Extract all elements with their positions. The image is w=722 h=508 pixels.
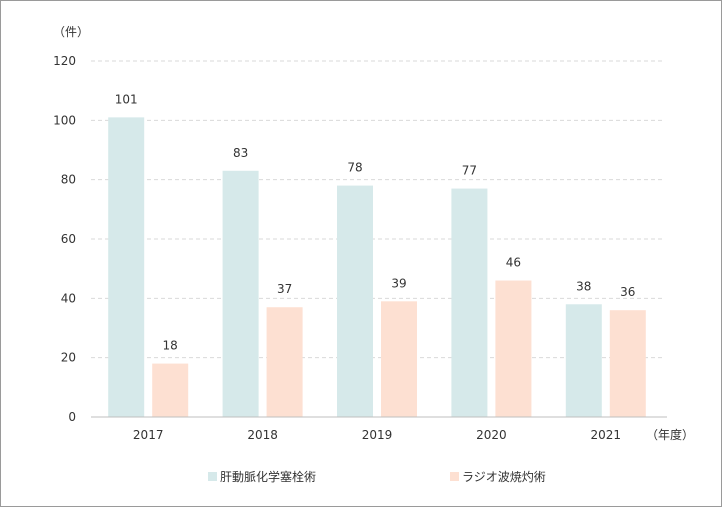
legend: 肝動脈化学塞栓術 ラジオ波焼灼術 — [208, 469, 546, 484]
data-label: 101 — [115, 92, 138, 106]
y-axis-unit: （件） — [53, 25, 89, 39]
bar-tace-2021 — [565, 304, 602, 417]
y-tick-label: 60 — [61, 232, 76, 246]
x-tick-label: 2018 — [247, 428, 278, 442]
bars: 101 18 83 37 78 39 77 46 38 36 — [108, 92, 646, 417]
data-label: 77 — [462, 164, 477, 178]
y-tick-label: 80 — [61, 173, 76, 187]
y-tick-label: 20 — [61, 351, 76, 365]
legend-label: 肝動脈化学塞栓術 — [220, 469, 316, 484]
bar-tace-2019 — [337, 185, 373, 417]
data-label: 46 — [506, 256, 521, 270]
data-label: 83 — [233, 146, 248, 160]
bar-rfa-2019 — [381, 301, 417, 417]
y-tick-label: 40 — [61, 291, 76, 305]
data-label: 39 — [391, 276, 406, 290]
data-label: 18 — [163, 339, 178, 353]
bar-rfa-2018 — [266, 307, 303, 417]
data-label: 36 — [620, 285, 635, 299]
bar-tace-2020 — [451, 188, 488, 417]
legend-swatch — [208, 472, 217, 481]
x-tick-label: 2017 — [133, 428, 164, 442]
y-tick-label: 100 — [53, 113, 76, 127]
bar-tace-2018 — [222, 170, 259, 417]
legend-swatch — [450, 472, 459, 481]
data-label: 37 — [277, 282, 292, 296]
y-axis-ticks: 0 20 40 60 80 100 120 — [53, 54, 76, 424]
data-label: 78 — [347, 161, 362, 175]
bar-rfa-2017 — [152, 363, 189, 417]
data-label: 38 — [576, 279, 591, 293]
legend-label: ラジオ波焼灼術 — [462, 469, 546, 484]
y-tick-label: 120 — [53, 54, 76, 68]
bar-tace-2017 — [108, 117, 145, 417]
x-axis-ticks: 2017 2018 2019 2020 2021 — [133, 428, 621, 442]
y-tick-label: 0 — [68, 410, 76, 424]
x-tick-label: 2020 — [476, 428, 507, 442]
bar-rfa-2020 — [495, 280, 532, 417]
x-axis-unit: （年度） — [646, 427, 694, 442]
x-tick-label: 2021 — [591, 428, 622, 442]
x-tick-label: 2019 — [362, 428, 393, 442]
bar-rfa-2021 — [609, 310, 646, 417]
